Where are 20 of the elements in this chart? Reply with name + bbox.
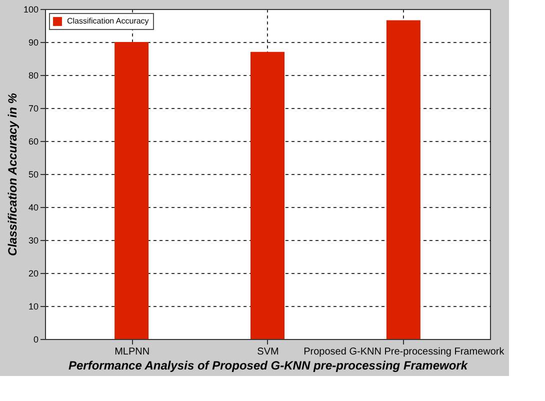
y-tick-label: 0 (33, 334, 38, 344)
bar (114, 42, 149, 339)
y-tick-label: 60 (28, 136, 38, 146)
y-tick-label: 100 (23, 4, 38, 14)
y-tick-label: 90 (28, 38, 38, 48)
x-axis-title: Performance Analysis of Proposed G-KNN pre-processing Framework (68, 358, 469, 372)
bar (386, 20, 420, 339)
x-tick-label: Proposed G-KNN Pre-processing Framework (304, 346, 506, 358)
legend-label: Classification Accuracy (67, 16, 149, 26)
y-tick-label: 30 (28, 236, 38, 246)
bar (250, 52, 284, 339)
x-tick-label: SVM (257, 346, 279, 358)
y-tick-label: 80 (28, 70, 38, 80)
y-axis-title: Classification Accuracy in % (5, 92, 20, 256)
y-tick-label: 40 (28, 202, 38, 212)
y-tick-label: 20 (28, 268, 38, 278)
y-tick-label: 70 (28, 104, 38, 114)
y-tick-label: 50 (28, 170, 38, 180)
y-tick-label: 10 (28, 302, 38, 312)
x-tick-label: MLPNN (114, 346, 150, 358)
